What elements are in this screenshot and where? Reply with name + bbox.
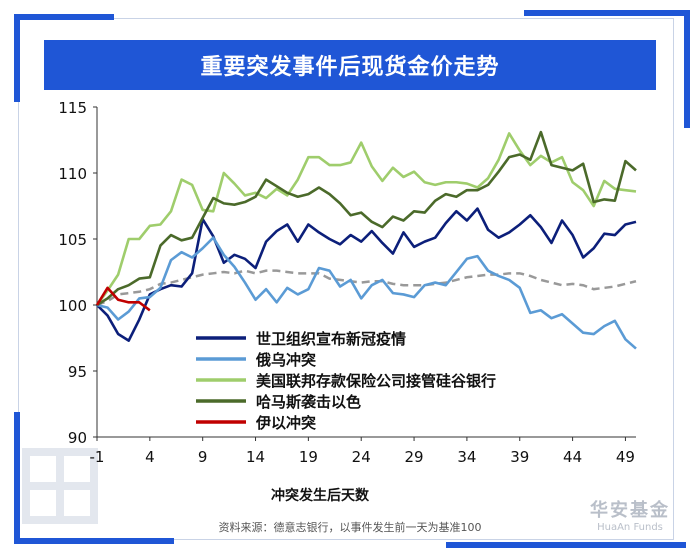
x-axis-label: 冲突发生后天数 bbox=[271, 487, 370, 504]
y-tick-label: 90 bbox=[68, 429, 87, 447]
y-tick-label: 115 bbox=[58, 99, 87, 117]
corner-decoration bbox=[524, 10, 684, 16]
x-tick-label: 34 bbox=[457, 448, 476, 466]
y-tick-label: 100 bbox=[58, 297, 87, 315]
x-tick-label: 4 bbox=[145, 448, 155, 466]
y-tick-label: 95 bbox=[68, 363, 87, 381]
reference-line bbox=[96, 269, 637, 307]
legend: 世卫组织宣布新冠疫情俄乌冲突美国联邦存款保险公司接管硅谷银行哈马斯袭击以色伊以冲… bbox=[196, 330, 496, 432]
chart-frame bbox=[18, 18, 674, 540]
series-line-1 bbox=[96, 236, 637, 350]
corner-decoration bbox=[14, 14, 20, 102]
x-tick-label: 24 bbox=[352, 448, 371, 466]
x-tick-label: 44 bbox=[563, 448, 582, 466]
x-tick-label: -1 bbox=[90, 448, 105, 466]
x-tick-label: 29 bbox=[405, 448, 424, 466]
grid-decoration-icon bbox=[22, 448, 98, 524]
series-lines bbox=[95, 130, 637, 350]
corner-decoration bbox=[14, 412, 20, 538]
source-note: 资料来源：德意志银行，以事件发生前一天为基准100 bbox=[218, 521, 482, 534]
series-line-2 bbox=[95, 132, 637, 306]
corner-decoration bbox=[684, 10, 690, 128]
y-tick-label: 105 bbox=[58, 231, 87, 249]
x-tick-label: 19 bbox=[299, 448, 318, 466]
x-tick-label: 39 bbox=[510, 448, 529, 466]
series-line-4 bbox=[95, 286, 151, 312]
logo-cn: 华安基金 bbox=[590, 500, 670, 521]
legend-label: 世卫组织宣布新冠疫情 bbox=[256, 330, 406, 348]
x-tick-label: 9 bbox=[198, 448, 208, 466]
chart-title: 重要突发事件后现货金价走势 bbox=[44, 40, 656, 90]
brand-logo: 华安基金 HuaAn Funds bbox=[590, 496, 670, 533]
corner-decoration bbox=[14, 538, 174, 544]
corner-decoration bbox=[14, 14, 114, 20]
corner-decoration bbox=[446, 542, 686, 548]
series-line-3 bbox=[96, 130, 637, 307]
legend-label: 俄乌冲突 bbox=[255, 351, 316, 369]
legend-label: 美国联邦存款保险公司接管硅谷银行 bbox=[256, 372, 496, 390]
legend-label: 哈马斯袭击以色 bbox=[256, 393, 361, 411]
x-tick-label: 14 bbox=[246, 448, 265, 466]
y-tick-label: 110 bbox=[58, 165, 87, 183]
x-tick-label: 49 bbox=[616, 448, 635, 466]
legend-label: 伊以冲突 bbox=[255, 414, 316, 432]
logo-en: HuaAn Funds bbox=[597, 522, 663, 533]
series-line-0 bbox=[96, 207, 637, 342]
